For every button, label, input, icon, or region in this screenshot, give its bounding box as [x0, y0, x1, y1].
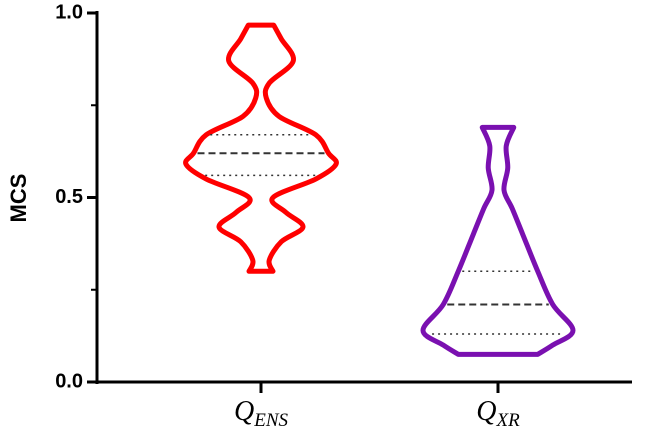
category-letter: Q [476, 396, 496, 427]
category-subscript: XR [496, 410, 521, 431]
y-tick-label: 0.0 [55, 370, 83, 392]
x-tick-label: QENS [234, 396, 289, 431]
violin [420, 124, 576, 357]
x-tick-label: QXR [476, 396, 520, 431]
y-axis-label: MCS [6, 174, 31, 223]
y-tick-label: 1.0 [55, 1, 83, 23]
category-subscript: ENS [253, 410, 288, 431]
category-letter: Q [234, 396, 254, 427]
y-tick-label: 0.5 [55, 186, 83, 208]
violin [183, 22, 339, 274]
